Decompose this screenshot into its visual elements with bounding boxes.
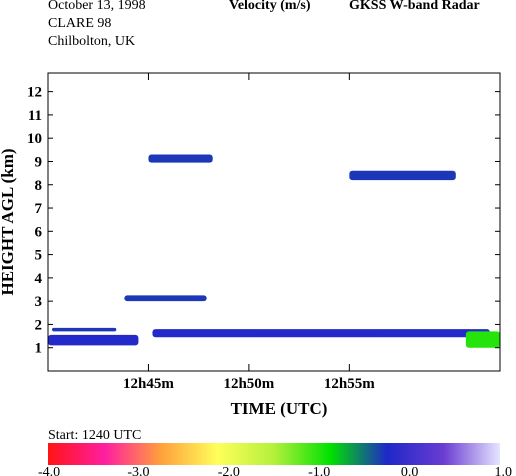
y-tick-label: 7 (35, 201, 43, 217)
header-date: October 13, 1998 (48, 0, 146, 13)
y-tick-label: 3 (35, 294, 43, 310)
y-tick-label: 8 (35, 178, 43, 194)
instrument-title: GKSS W-band Radar (349, 0, 480, 13)
y-tick-label: 2 (35, 317, 43, 333)
echo-layer-2 (124, 295, 207, 302)
colorbar-tick-label: -3.0 (127, 465, 149, 476)
echo-layer-3 (349, 170, 456, 181)
echo-layer-5 (52, 327, 117, 332)
y-tick-label: 5 (35, 248, 43, 264)
colorbar-start-label: Start: 1240 UTC (48, 428, 141, 443)
colorbar (48, 443, 500, 465)
x-axis-label: TIME (UTC) (231, 399, 328, 418)
x-tick-label: 12h45m (123, 376, 174, 392)
x-tick-label: 12h50m (223, 376, 274, 392)
y-tick-label: 6 (35, 224, 43, 240)
plot-frame (47, 72, 501, 372)
x-tick-label: 12h55m (324, 376, 375, 392)
y-tick-label: 10 (27, 131, 42, 147)
colorbar-tick-label: -1.0 (308, 465, 330, 476)
y-tick-label: 4 (35, 271, 43, 287)
colorbar-tick-label: -4.0 (38, 465, 60, 476)
y-tick-label: 1 (35, 341, 43, 357)
echo-layer-6 (152, 329, 490, 338)
colorbar-tick-label: 0.0 (401, 465, 419, 476)
colorbar-tick-label: 1.0 (495, 465, 513, 476)
echo-layer-7 (465, 331, 500, 348)
echo-layer-4 (48, 334, 139, 346)
y-tick-label: 11 (28, 108, 42, 124)
chart-title: Velocity (m/s) (229, 0, 311, 13)
header-campaign: CLARE 98 (48, 16, 112, 31)
y-tick-label: 12 (27, 85, 42, 101)
y-tick-label: 9 (35, 154, 43, 170)
echo-layer-1 (148, 154, 213, 163)
y-axis-label: HEIGHT AGL (km) (0, 148, 17, 295)
colorbar-tick-label: -2.0 (218, 465, 240, 476)
header-location: Chilbolton, UK (48, 34, 136, 49)
